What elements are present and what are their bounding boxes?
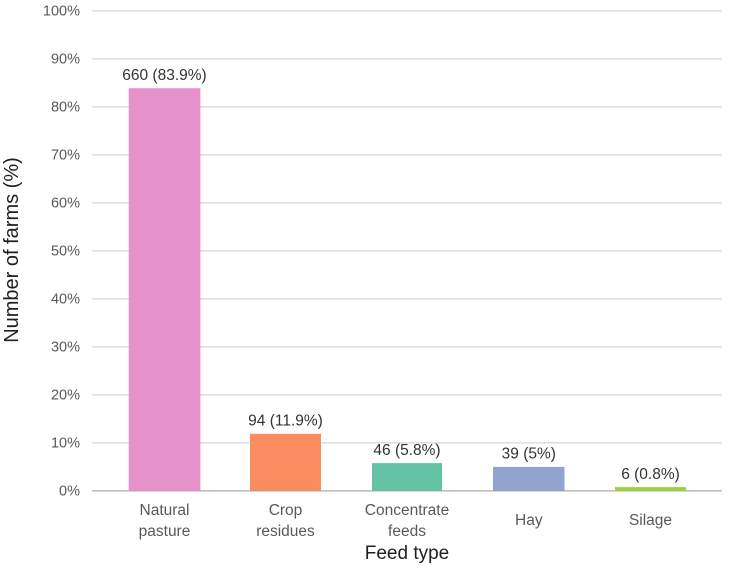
svg-text:46 (5.8%): 46 (5.8%)	[373, 442, 440, 459]
svg-text:90%: 90%	[51, 52, 80, 68]
svg-text:10%: 10%	[51, 436, 80, 452]
svg-text:30%: 30%	[51, 340, 80, 356]
svg-text:60%: 60%	[51, 196, 80, 212]
svg-text:39 (5%): 39 (5%)	[502, 446, 556, 463]
svg-text:20%: 20%	[51, 388, 80, 404]
svg-text:Hay: Hay	[515, 512, 543, 529]
svg-text:Feed type: Feed type	[365, 543, 450, 564]
svg-text:Number of farms (%): Number of farms (%)	[1, 157, 23, 343]
svg-text:feeds: feeds	[388, 523, 426, 540]
svg-text:100%: 100%	[43, 4, 80, 20]
svg-text:residues: residues	[256, 523, 315, 540]
svg-text:70%: 70%	[51, 148, 80, 164]
svg-text:pasture: pasture	[139, 523, 191, 540]
svg-text:Natural: Natural	[140, 502, 190, 519]
svg-text:Concentrate: Concentrate	[365, 502, 449, 519]
svg-text:50%: 50%	[51, 244, 80, 260]
svg-text:6 (0.8%): 6 (0.8%)	[621, 466, 680, 483]
svg-text:Silage: Silage	[629, 512, 672, 529]
svg-text:Crop: Crop	[269, 502, 303, 519]
svg-text:0%: 0%	[59, 484, 80, 500]
svg-text:94 (11.9%): 94 (11.9%)	[248, 413, 323, 430]
svg-text:660 (83.9%): 660 (83.9%)	[122, 67, 206, 84]
svg-text:40%: 40%	[51, 292, 80, 308]
svg-text:80%: 80%	[51, 100, 80, 116]
